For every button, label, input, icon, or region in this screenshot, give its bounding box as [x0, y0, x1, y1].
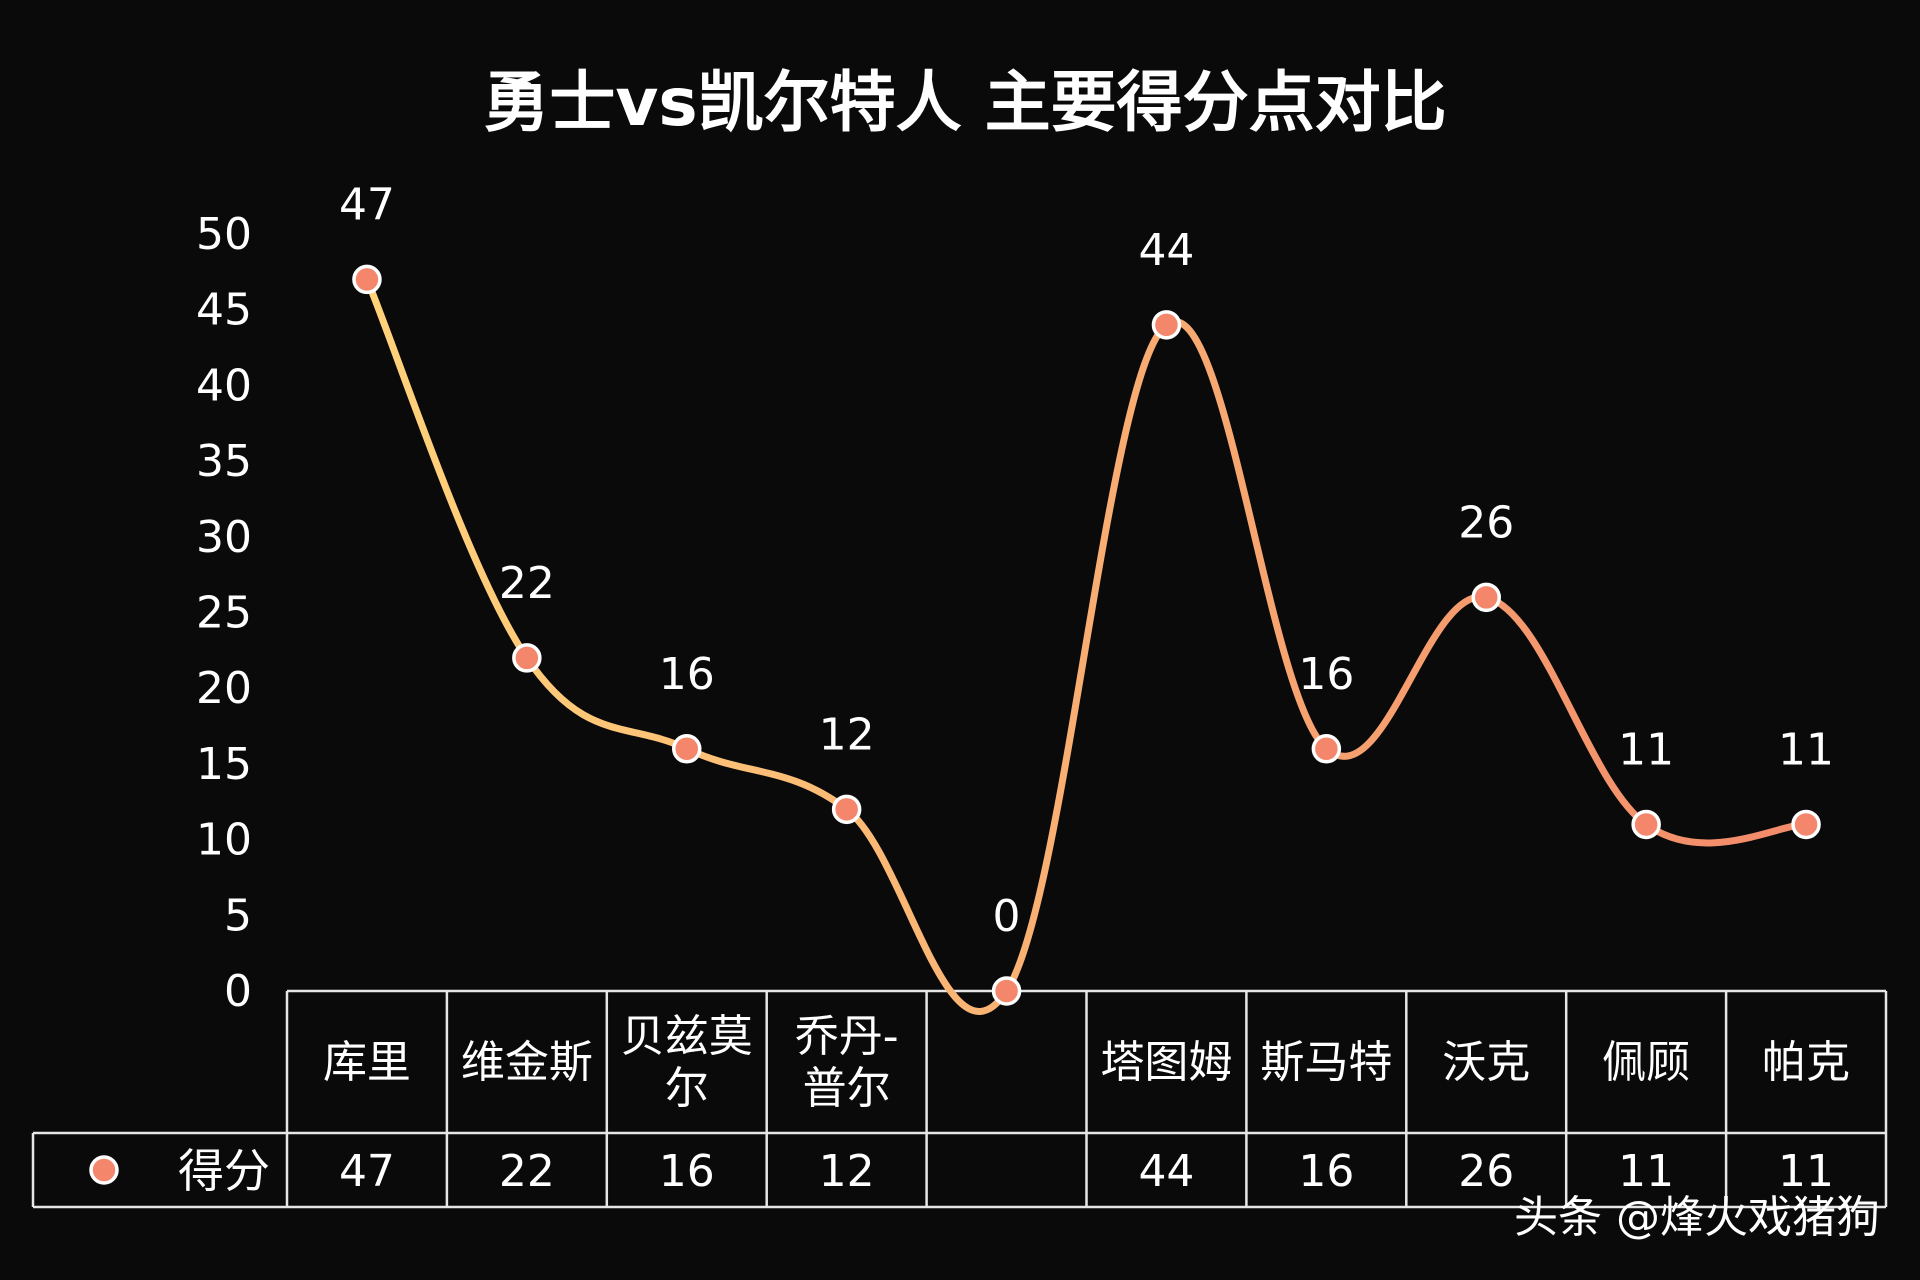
data-label: 16 [659, 649, 715, 700]
data-point [831, 794, 862, 825]
data-label: 26 [1458, 497, 1514, 548]
series-line [363, 275, 1810, 1015]
y-tick-label: 40 [196, 360, 252, 411]
category-label: 尔 [665, 1063, 709, 1114]
category-label: 维金斯 [461, 1037, 593, 1088]
data-label: 12 [819, 709, 875, 760]
category-label: 贝兹莫 [621, 1011, 753, 1062]
legend: 得分 [43, 1144, 270, 1198]
table-value: 12 [819, 1146, 875, 1197]
category-label: 沃克 [1442, 1037, 1530, 1088]
watermark: 头条 @烽火戏猪狗 [1514, 1192, 1880, 1243]
table-value: 22 [499, 1146, 555, 1197]
y-tick-label: 15 [196, 739, 252, 790]
category-label: 塔图姆 [1100, 1037, 1232, 1088]
data-labels: 47 22 16 12 0 44 16 26 11 11 [339, 179, 1834, 942]
chart-title: 勇士vs凯尔特人 主要得分点对比 [483, 64, 1446, 141]
series-defen [352, 264, 1821, 1015]
data-point [1151, 310, 1182, 340]
data-label: 11 [1618, 724, 1674, 775]
table-value: 11 [1618, 1146, 1674, 1197]
data-point [1311, 734, 1342, 764]
data-label: 44 [1138, 225, 1194, 276]
category-label: 斯马特 [1260, 1037, 1392, 1088]
y-tick-label: 50 [196, 209, 252, 260]
table-value: 16 [659, 1146, 715, 1197]
table-value: 11 [1778, 1146, 1834, 1197]
y-tick-label: 5 [224, 890, 252, 941]
y-tick-label: 30 [196, 512, 252, 563]
data-point [991, 976, 1022, 1006]
category-label: 普尔 [803, 1063, 891, 1114]
category-label: 乔丹- [795, 1011, 899, 1062]
legend-label: 得分 [178, 1144, 270, 1198]
legend-marker-swatch [89, 1155, 119, 1185]
category-label: 帕克 [1762, 1037, 1850, 1088]
y-tick-label: 10 [196, 815, 252, 866]
y-axis: 0 5 10 15 20 25 30 35 40 45 50 [196, 209, 252, 1017]
y-tick-label: 35 [196, 436, 252, 487]
data-label: 22 [499, 558, 555, 609]
data-label: 47 [339, 179, 395, 230]
y-tick-label: 45 [196, 285, 252, 336]
data-label: 16 [1298, 649, 1354, 700]
table-value: 44 [1138, 1146, 1194, 1197]
data-point [1471, 582, 1501, 613]
data-label: 0 [993, 891, 1021, 942]
table-value: 16 [1298, 1146, 1354, 1197]
table-value: 47 [339, 1146, 395, 1197]
data-point [1791, 809, 1821, 840]
table-value: 26 [1458, 1146, 1514, 1197]
data-point [672, 734, 702, 764]
category-label: 佩顾 [1602, 1037, 1690, 1088]
data-point [352, 264, 382, 295]
y-tick-label: 0 [224, 966, 252, 1017]
data-label: 11 [1778, 724, 1834, 775]
y-tick-label: 25 [196, 588, 252, 639]
data-point [512, 643, 542, 673]
y-tick-label: 20 [196, 663, 252, 714]
data-point [1631, 809, 1661, 840]
category-label: 库里 [323, 1037, 411, 1088]
